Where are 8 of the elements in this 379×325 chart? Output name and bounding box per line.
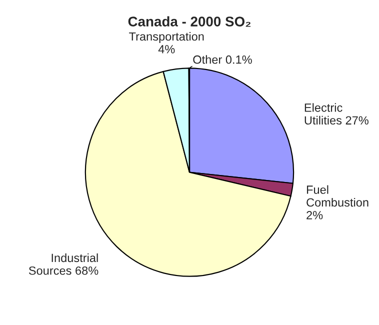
slice-label: Transportation <box>129 32 204 44</box>
slice-label: Industrial Sources 68% <box>28 253 98 275</box>
slice-label: Other 0.1% <box>193 55 252 64</box>
slice-label: Fuel Combustion <box>306 185 368 207</box>
data-label: 4% <box>158 45 175 54</box>
chart-title: Canada - 2000 SO₂ <box>128 16 251 27</box>
data-label: 2% <box>306 210 323 220</box>
slice-label: Electric Utilities 27% <box>304 103 368 125</box>
